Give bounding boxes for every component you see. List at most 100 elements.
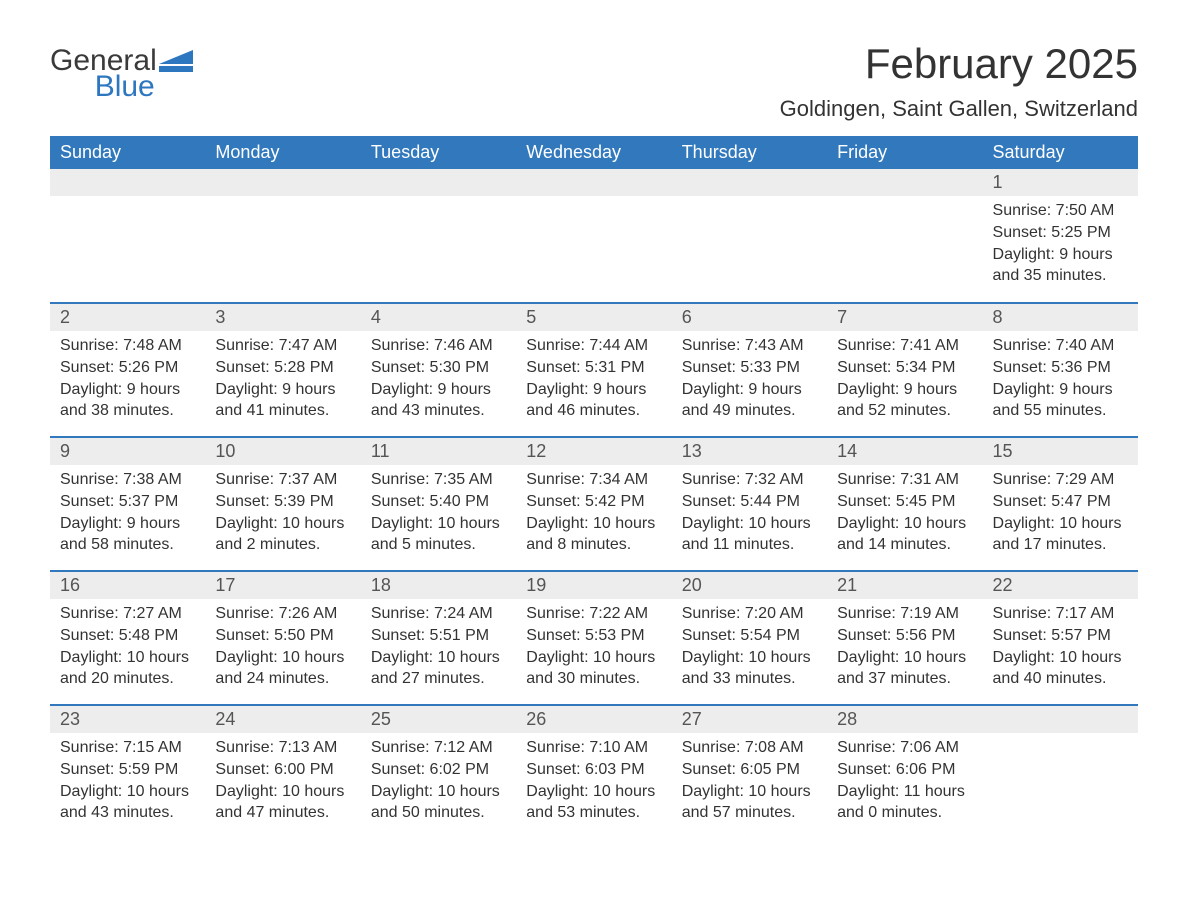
day-number: 25 xyxy=(361,706,516,733)
daylight-text: Daylight: 10 hours xyxy=(682,513,817,535)
daylight-text: Daylight: 9 hours xyxy=(215,379,350,401)
sunrise-text: Sunrise: 7:44 AM xyxy=(526,335,661,357)
daylight-text: Daylight: 9 hours xyxy=(60,379,195,401)
day-number: 10 xyxy=(205,438,360,465)
sunset-text: Sunset: 5:42 PM xyxy=(526,491,661,513)
calendar-cell: 25 Sunrise: 7:12 AMSunset: 6:02 PMDayligh… xyxy=(361,705,516,839)
sunset-text: Sunset: 5:53 PM xyxy=(526,625,661,647)
sunset-text: Sunset: 5:57 PM xyxy=(993,625,1128,647)
calendar-cell: 15Sunrise: 7:29 AMSunset: 5:47 PMDayligh… xyxy=(983,437,1138,571)
daylight-text: and 47 minutes. xyxy=(215,802,350,824)
calendar-cell: 17Sunrise: 7:26 AMSunset: 5:50 PMDayligh… xyxy=(205,571,360,705)
weekday-header: Wednesday xyxy=(516,136,671,169)
sunrise-text: Sunrise: 7:37 AM xyxy=(215,469,350,491)
sunrise-text: Sunrise: 7:38 AM xyxy=(60,469,195,491)
daylight-text: and 27 minutes. xyxy=(371,668,506,690)
day-data: Sunrise: 7:40 AMSunset: 5:36 PMDaylight:… xyxy=(983,331,1138,427)
day-data: Sunrise: 7:48 AMSunset: 5:26 PMDaylight:… xyxy=(50,331,205,427)
day-number: 18 xyxy=(361,572,516,599)
sunset-text: Sunset: 5:33 PM xyxy=(682,357,817,379)
sunset-text: Sunset: 5:47 PM xyxy=(993,491,1128,513)
day-number: 6 xyxy=(672,304,827,331)
daylight-text: Daylight: 9 hours xyxy=(993,379,1128,401)
table-row: 1Sunrise: 7:50 AMSunset: 5:25 PMDaylight… xyxy=(50,169,1138,303)
day-data: Sunrise: 7:46 AMSunset: 5:30 PMDaylight:… xyxy=(361,331,516,427)
day-number xyxy=(50,169,205,196)
day-data: Sunrise: 7:13 AMSunset: 6:00 PMDaylight:… xyxy=(205,733,360,829)
day-number: 9 xyxy=(50,438,205,465)
calendar-cell: 26Sunrise: 7:10 AMSunset: 6:03 PMDayligh… xyxy=(516,705,671,839)
sunrise-text: Sunrise: 7:48 AM xyxy=(60,335,195,357)
day-data: Sunrise: 7:50 AMSunset: 5:25 PMDaylight:… xyxy=(983,196,1138,292)
daylight-text: and 35 minutes. xyxy=(993,265,1128,287)
daylight-text: Daylight: 10 hours xyxy=(837,513,972,535)
sunset-text: Sunset: 5:28 PM xyxy=(215,357,350,379)
sunset-text: Sunset: 5:26 PM xyxy=(60,357,195,379)
sunrise-text: Sunrise: 7:13 AM xyxy=(215,737,350,759)
day-number: 13 xyxy=(672,438,827,465)
daylight-text: and 58 minutes. xyxy=(60,534,195,556)
calendar-cell: 27Sunrise: 7:08 AMSunset: 6:05 PMDayligh… xyxy=(672,705,827,839)
daylight-text: Daylight: 10 hours xyxy=(993,513,1128,535)
daylight-text: and 57 minutes. xyxy=(682,802,817,824)
header: General Blue February 2025 Goldingen, Sa… xyxy=(50,40,1138,122)
day-number: 7 xyxy=(827,304,982,331)
calendar-table: Sunday Monday Tuesday Wednesday Thursday… xyxy=(50,136,1138,839)
daylight-text: and 37 minutes. xyxy=(837,668,972,690)
sunrise-text: Sunrise: 7:40 AM xyxy=(993,335,1128,357)
sunset-text: Sunset: 5:34 PM xyxy=(837,357,972,379)
day-number xyxy=(516,169,671,196)
daylight-text: Daylight: 10 hours xyxy=(682,647,817,669)
sunset-text: Sunset: 5:39 PM xyxy=(215,491,350,513)
daylight-text: Daylight: 11 hours xyxy=(837,781,972,803)
daylight-text: and 43 minutes. xyxy=(60,802,195,824)
day-data: Sunrise: 7:31 AMSunset: 5:45 PMDaylight:… xyxy=(827,465,982,561)
daylight-text: Daylight: 9 hours xyxy=(60,513,195,535)
daylight-text: and 49 minutes. xyxy=(682,400,817,422)
calendar-cell: 16Sunrise: 7:27 AMSunset: 5:48 PMDayligh… xyxy=(50,571,205,705)
logo-text: General Blue xyxy=(50,46,157,102)
day-data: Sunrise: 7:19 AMSunset: 5:56 PMDaylight:… xyxy=(827,599,982,695)
sunrise-text: Sunrise: 7:41 AM xyxy=(837,335,972,357)
day-number: 19 xyxy=(516,572,671,599)
daylight-text: Daylight: 10 hours xyxy=(371,781,506,803)
daylight-text: and 30 minutes. xyxy=(526,668,661,690)
daylight-text: and 17 minutes. xyxy=(993,534,1128,556)
daylight-text: and 50 minutes. xyxy=(371,802,506,824)
sunset-text: Sunset: 6:03 PM xyxy=(526,759,661,781)
weekday-header: Friday xyxy=(827,136,982,169)
sunrise-text: Sunrise: 7:19 AM xyxy=(837,603,972,625)
day-data: Sunrise: 7:10 AMSunset: 6:03 PMDaylight:… xyxy=(516,733,671,829)
sunrise-text: Sunrise: 7:15 AM xyxy=(60,737,195,759)
day-data: Sunrise: 7:27 AMSunset: 5:48 PMDaylight:… xyxy=(50,599,205,695)
sunset-text: Sunset: 5:54 PM xyxy=(682,625,817,647)
sunrise-text: Sunrise: 7:12 AM xyxy=(371,737,506,759)
day-number: 14 xyxy=(827,438,982,465)
sunset-text: Sunset: 5:48 PM xyxy=(60,625,195,647)
day-data: Sunrise: 7:24 AMSunset: 5:51 PMDaylight:… xyxy=(361,599,516,695)
day-number xyxy=(672,169,827,196)
daylight-text: Daylight: 10 hours xyxy=(526,513,661,535)
day-data: Sunrise: 7:08 AMSunset: 6:05 PMDaylight:… xyxy=(672,733,827,829)
title-block: February 2025 Goldingen, Saint Gallen, S… xyxy=(780,40,1138,122)
sunset-text: Sunset: 5:25 PM xyxy=(993,222,1128,244)
day-number: 11 xyxy=(361,438,516,465)
calendar-cell: 19Sunrise: 7:22 AMSunset: 5:53 PMDayligh… xyxy=(516,571,671,705)
day-number: 23 xyxy=(50,706,205,733)
daylight-text: and 33 minutes. xyxy=(682,668,817,690)
daylight-text: and 24 minutes. xyxy=(215,668,350,690)
daylight-text: Daylight: 10 hours xyxy=(993,647,1128,669)
sunset-text: Sunset: 5:40 PM xyxy=(371,491,506,513)
calendar-cell: 1Sunrise: 7:50 AMSunset: 5:25 PMDaylight… xyxy=(983,169,1138,303)
sunrise-text: Sunrise: 7:26 AM xyxy=(215,603,350,625)
sunset-text: Sunset: 6:05 PM xyxy=(682,759,817,781)
sunset-text: Sunset: 5:51 PM xyxy=(371,625,506,647)
day-number: 3 xyxy=(205,304,360,331)
calendar-cell xyxy=(205,169,360,303)
sunset-text: Sunset: 6:02 PM xyxy=(371,759,506,781)
weekday-header-row: Sunday Monday Tuesday Wednesday Thursday… xyxy=(50,136,1138,169)
weekday-header: Saturday xyxy=(983,136,1138,169)
daylight-text: Daylight: 10 hours xyxy=(215,513,350,535)
calendar-cell: 3Sunrise: 7:47 AMSunset: 5:28 PMDaylight… xyxy=(205,303,360,437)
calendar-cell: 8Sunrise: 7:40 AMSunset: 5:36 PMDaylight… xyxy=(983,303,1138,437)
